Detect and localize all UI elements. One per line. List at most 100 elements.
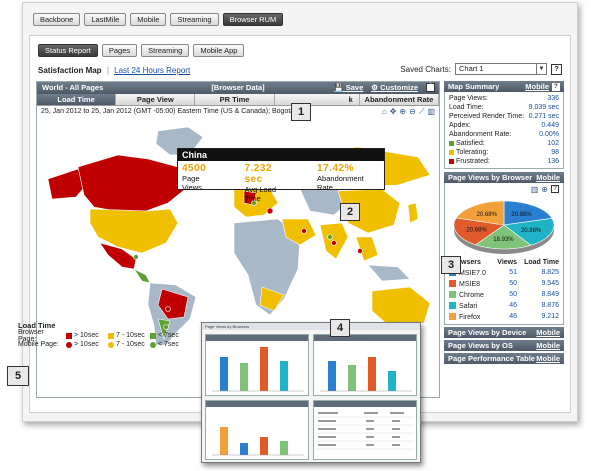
subtab-mobile-app[interactable]: Mobile App [193,44,245,57]
browser-views: 46 [509,302,518,309]
summary-row: Apdex: 0.449 [449,121,559,130]
inset-screenshot: Page Views by Browsers [201,322,421,463]
legend-item: < 7sec [158,332,179,339]
save-link[interactable]: 💾 Save [334,82,363,94]
browser-panel-mobile-link[interactable]: Mobile [536,173,560,182]
table-row[interactable]: Chrome 50 8.849 [449,289,559,300]
col-views[interactable]: Views [497,258,518,266]
tab-pr-time[interactable]: PR Time [195,94,275,105]
browser-name: Chrome [459,291,484,299]
saved-charts-select[interactable]: Chart 1 ▼ [455,63,547,75]
col-browsers[interactable]: Browsers [449,258,481,266]
browser-table: Browsers Views Load Time MSIE7.0 51 8.825 … [449,257,559,322]
os-panel-mobile-link[interactable]: Mobile [536,341,560,350]
legend-swatch [66,332,72,339]
browser-views: 51 [509,269,518,276]
saved-charts-value: Chart 1 [459,64,484,73]
subtab-streaming[interactable]: Streaming [141,44,190,57]
map-panel-title: World - All Pages [42,83,104,92]
map-help-icon[interactable]: ? [426,83,435,92]
home-icon[interactable]: ⌂ [381,107,387,116]
pan-icon[interactable]: ✥ [389,107,397,116]
saved-charts-label: Saved Charts: [400,64,451,74]
browser-load: 9.545 [541,280,559,287]
summary-value: 0.00% [539,131,559,138]
performance-table-mobile-link[interactable]: Mobile [536,354,560,363]
satisfaction-header: Satisfaction Map | Last 24 Hours Report [38,66,190,75]
tooltip-page-views: 4500 Page Views [182,163,220,203]
tooltip-load-time-value: 7.232 sec [244,163,272,185]
callout-4: 4 [330,319,350,337]
tab-mobile[interactable]: Mobile [130,13,167,26]
pie-help-icon[interactable]: ? [551,185,559,193]
customize-link[interactable]: ⚙ Customize [371,82,418,94]
tab-browser-rum[interactable]: Browser RUM [222,13,284,26]
tab-backbone[interactable]: Backbone [33,13,81,26]
table-row[interactable]: MSIE7.0 51 8.825 [449,267,559,278]
status-label: Tolerating: [456,149,489,156]
legend-swatch [108,341,114,348]
table-row[interactable]: Safari 46 8.876 [449,300,559,311]
tab-lastmile[interactable]: LastMile [84,13,127,26]
last-24-hours-link[interactable]: Last 24 Hours Report [114,66,191,75]
table-row[interactable]: MSIE8 50 9.545 [449,278,559,289]
map-summary-help-icon[interactable]: ? [552,82,560,91]
tab-load-time[interactable]: Load Time [37,94,117,105]
tooltip-page-views-label: Page Views [182,174,202,192]
os-panel-header[interactable]: Page Views by OS Mobile [444,340,564,351]
zoom-icon[interactable]: ⊕ [541,185,548,194]
tab-streaming[interactable]: Streaming [170,13,219,26]
inset-bar-chart [212,427,304,456]
line-chart-icon[interactable]: ⟋ [418,107,425,116]
browser-color-chip [449,290,456,298]
pie-slice[interactable] [453,217,505,246]
browser-pie-chart[interactable]: 20.98% 20.98% 18.93% 20.68% 20.68% [449,195,559,257]
browser-panel-title: Page Views by Browser [448,173,533,182]
tab-page-view[interactable]: Page View [116,94,196,105]
device-panel-header[interactable]: Page Views by Device Mobile [444,327,564,338]
save-label: Save [345,83,364,92]
summary-label: Apdex: [449,122,471,129]
help-icon[interactable]: ? [551,63,562,75]
zoom-out-icon[interactable]: ⊖ [409,107,416,116]
inset-panel [205,334,309,396]
side-panels: Map Summary Mobile ? Page Views: 336 Load… [444,81,564,364]
bar-chart-icon[interactable]: ▥ [427,107,435,116]
pie-slice[interactable] [455,200,505,226]
gear-icon: ⚙ [371,83,378,92]
pie-slice[interactable] [503,200,553,226]
tab-abandonment-rate[interactable]: Abandonment Rate [359,94,440,105]
bar-chart-icon[interactable]: ▥ [530,185,539,194]
col-load-time[interactable]: Load Time [524,258,559,266]
pie-slice[interactable] [503,218,555,246]
browser-panel-body: ▥ ⊕ ? 20.98% 20.98% 18.93% 20.68% 20.68% Bro… [444,183,564,325]
pie-slice[interactable] [475,224,532,250]
browser-load: 8.825 [541,269,559,276]
summary-row: Load Time: 9.039 sec [449,103,559,112]
status-value: 136 [547,158,559,165]
legend-row-label: Browser Page: [18,328,44,343]
table-row[interactable]: Firefox 46 9.212 [449,311,559,322]
legend-item: > 10sec [74,341,99,348]
legend-row-mobile: Mobile Page: > 10sec 7 - 10sec < 7sec [18,340,188,349]
status-label: Satisfied: [456,140,485,147]
inset-panel [313,334,417,396]
map-panel-header: World - All Pages [Browser Data] 💾 Save … [37,82,439,94]
tooltip-load-time: 7.232 sec Avg Load Time [244,163,293,203]
subtab-pages[interactable]: Pages [101,44,138,57]
summary-value: 0.271 sec [528,113,559,120]
performance-table-header[interactable]: Page Performance Table Mobile [444,353,564,364]
chevron-down-icon[interactable]: ▼ [536,64,546,74]
top-tab-bar: Backbone LastMile Mobile Streaming Brows… [33,13,284,26]
tooltip-load-time-label: Avg Load Time [244,185,277,203]
subtab-status-report[interactable]: Status Report [38,44,98,57]
map-summary-mobile-link[interactable]: Mobile [525,82,549,91]
inset-table [316,412,414,450]
status-row: Tolerating: 98 [449,148,559,157]
device-panel-mobile-link[interactable]: Mobile [536,328,560,337]
tab-apdex[interactable]: k [274,94,360,105]
map-panel-center-title: [Browser Data] [211,83,265,92]
browser-color-chip [449,312,456,320]
zoom-in-icon[interactable]: ⊕ [399,107,407,116]
tooltip-abandonment: 17.42% Abandonment Rate [317,163,380,203]
